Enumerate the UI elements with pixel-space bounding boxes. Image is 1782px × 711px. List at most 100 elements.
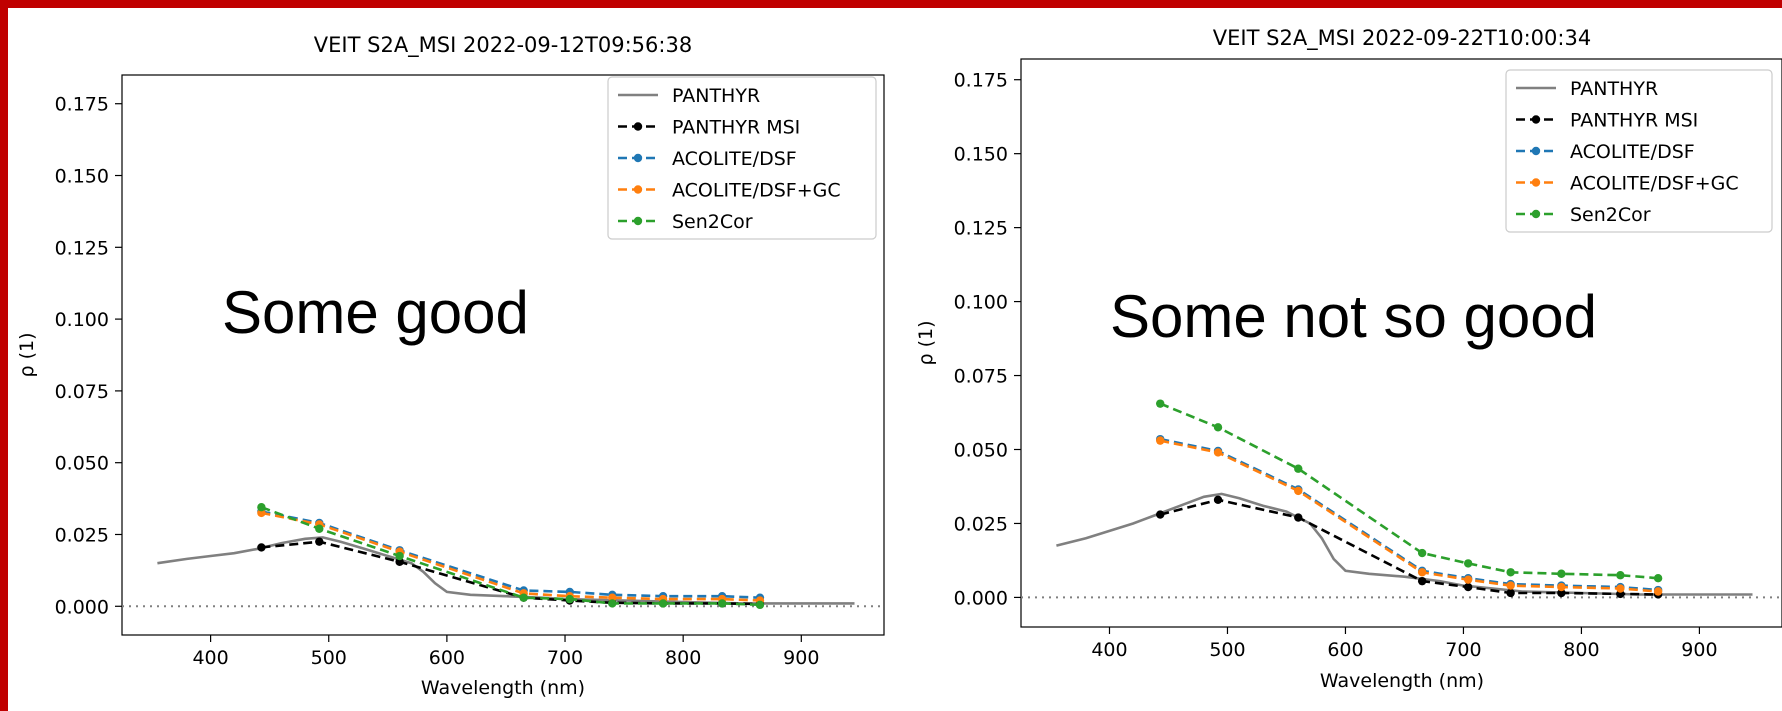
svg-text:ACOLITE/DSF: ACOLITE/DSF <box>672 148 797 170</box>
point-right-acolite-dsf-gc-6 <box>1557 582 1566 592</box>
x-axis-label-right: Wavelength (nm) <box>1320 670 1484 692</box>
y-axis-label-right: ρ (1) <box>915 320 937 365</box>
point-right-panthyr-msi-3 <box>1417 576 1427 586</box>
point-right-sen2cor-8 <box>1653 573 1663 583</box>
point-left-panthyr-msi-0 <box>257 543 266 552</box>
point-left-sen2cor-3 <box>519 593 528 602</box>
point-right-acolite-dsf-gc-7 <box>1616 584 1625 593</box>
point-left-sen2cor-0 <box>257 503 266 512</box>
x-ticks-right: 400 500 600 700 800 900 <box>1091 627 1718 661</box>
x-tick-right-400: 400 <box>1091 627 1128 661</box>
legend-item-left-acolite-dsf-gc: ACOLITE/DSF+GC <box>618 180 841 202</box>
svg-text:800: 800 <box>665 647 701 669</box>
svg-text:700: 700 <box>547 647 583 669</box>
svg-text:0.025: 0.025 <box>954 513 1008 535</box>
point-left-panthyr-msi-2 <box>395 557 404 566</box>
point-right-sen2cor-2 <box>1294 464 1303 473</box>
svg-text:ACOLITE/DSF+GC: ACOLITE/DSF+GC <box>672 180 841 202</box>
svg-text:ACOLITE/DSF: ACOLITE/DSF <box>1570 141 1695 163</box>
x-tick-left-500: 500 <box>311 635 347 669</box>
point-right-acolite-dsf-gc-4 <box>1463 575 1473 584</box>
svg-text:PANTHYR MSI: PANTHYR MSI <box>1570 110 1698 132</box>
svg-text:Sen2Cor: Sen2Cor <box>1570 204 1651 226</box>
point-right-sen2cor-3 <box>1417 548 1427 558</box>
point-right-acolite-dsf-gc-2 <box>1294 486 1303 496</box>
y-tick-right-0.050: 0.050 <box>954 440 1021 462</box>
point-right-sen2cor-0 <box>1156 399 1165 408</box>
svg-text:400: 400 <box>192 647 228 669</box>
point-right-panthyr-msi-4 <box>1463 582 1473 592</box>
annotation-left: Some good <box>222 279 529 346</box>
point-right-panthyr-msi-0 <box>1156 510 1165 519</box>
svg-text:0.000: 0.000 <box>954 587 1008 609</box>
chart-title-left: VEIT S2A_MSI 2022-09-12T09:56:38 <box>314 33 692 58</box>
chart-right: VEIT S2A_MSI 2022-09-22T10:00:34 Wavelen… <box>915 26 1782 692</box>
point-right-acolite-dsf-gc-0 <box>1156 436 1165 445</box>
legend-item-left-acolite-dsf: ACOLITE/DSF <box>618 148 797 170</box>
x-tick-left-900: 900 <box>783 635 819 669</box>
point-right-acolite-dsf-gc-3 <box>1417 568 1427 577</box>
y-tick-left-0.125: 0.125 <box>55 237 122 259</box>
series-line-left-acolite-dsf-gc <box>261 511 761 602</box>
y-tick-right-0.075: 0.075 <box>954 366 1021 388</box>
point-right-panthyr-msi-2 <box>1294 513 1303 522</box>
x-ticks-left: 400 500 600 700 800 900 <box>192 635 819 669</box>
point-left-sen2cor-6 <box>658 599 668 608</box>
legend-item-right-acolite-dsf: ACOLITE/DSF <box>1516 141 1695 163</box>
point-left-sen2cor-1 <box>315 524 324 533</box>
annotation-right: Some not so good <box>1110 283 1597 350</box>
legend-item-left-panthyr: PANTHYR <box>618 85 760 107</box>
point-left-sen2cor-5 <box>608 599 617 608</box>
svg-text:0.150: 0.150 <box>954 144 1008 166</box>
point-left-sen2cor-2 <box>395 551 404 561</box>
svg-text:600: 600 <box>1327 639 1363 661</box>
y-ticks-right: 0.000 0.025 0.050 0.075 0.100 0.125 0.150 0.175 <box>954 70 1021 609</box>
y-tick-right-0.100: 0.100 <box>954 292 1021 314</box>
point-left-acolite-dsf-gc-5 <box>608 593 617 602</box>
y-tick-left-0.175: 0.175 <box>55 94 122 116</box>
point-right-acolite-dsf-gc-1 <box>1213 448 1223 457</box>
legend-item-right-panthyr-msi: PANTHYR MSI <box>1516 110 1698 132</box>
point-right-acolite-dsf-gc-5 <box>1506 581 1515 590</box>
svg-text:PANTHYR: PANTHYR <box>672 85 760 107</box>
point-right-sen2cor-7 <box>1616 571 1625 580</box>
x-tick-left-400: 400 <box>192 635 229 669</box>
chart-left: VEIT S2A_MSI 2022-09-12T09:56:38 Wavelen… <box>16 33 885 699</box>
legend-box-right <box>1505 69 1773 233</box>
point-right-panthyr-msi-1 <box>1213 495 1223 504</box>
x-tick-right-500: 500 <box>1209 627 1246 661</box>
legend-item-left-sen2cor: Sen2Cor <box>618 211 753 233</box>
point-right-sen2cor-1 <box>1213 423 1223 432</box>
point-left-acolite-dsf-gc-0 <box>257 508 266 518</box>
y-tick-left-0.150: 0.150 <box>55 166 122 188</box>
y-tick-right-0.025: 0.025 <box>954 513 1021 535</box>
y-tick-left-0.075: 0.075 <box>55 381 122 403</box>
point-right-sen2cor-4 <box>1463 559 1473 568</box>
svg-text:900: 900 <box>1681 639 1717 661</box>
legend-item-left-panthyr-msi: PANTHYR MSI <box>618 117 800 139</box>
svg-text:600: 600 <box>429 647 465 669</box>
x-tick-right-900: 900 <box>1681 627 1718 661</box>
point-right-sen2cor-6 <box>1557 569 1566 578</box>
svg-text:0.125: 0.125 <box>954 218 1008 240</box>
svg-text:Sen2Cor: Sen2Cor <box>672 211 753 233</box>
series-line-left-acolite-dsf <box>261 510 761 599</box>
svg-text:PANTHYR: PANTHYR <box>1570 78 1658 100</box>
x-tick-right-600: 600 <box>1327 627 1364 661</box>
y-tick-left-0.100: 0.100 <box>55 309 122 331</box>
svg-text:500: 500 <box>311 647 347 669</box>
svg-text:PANTHYR MSI: PANTHYR MSI <box>672 117 800 139</box>
chart-title-right: VEIT S2A_MSI 2022-09-22T10:00:34 <box>1213 26 1591 51</box>
x-axis-label-left: Wavelength (nm) <box>421 677 585 699</box>
svg-text:0.175: 0.175 <box>954 70 1008 92</box>
point-left-panthyr-msi-1 <box>315 537 324 546</box>
legend-item-right-acolite-dsf-gc: ACOLITE/DSF+GC <box>1516 173 1739 195</box>
y-ticks-left: 0.000 0.025 0.050 0.075 0.100 0.125 0.150 0.175 <box>55 94 122 618</box>
y-tick-right-0.150: 0.150 <box>954 144 1021 166</box>
x-tick-right-800: 800 <box>1563 627 1600 661</box>
svg-text:800: 800 <box>1563 639 1599 661</box>
point-right-panthyr-msi-6 <box>1557 588 1566 598</box>
y-tick-right-0.125: 0.125 <box>954 218 1021 240</box>
